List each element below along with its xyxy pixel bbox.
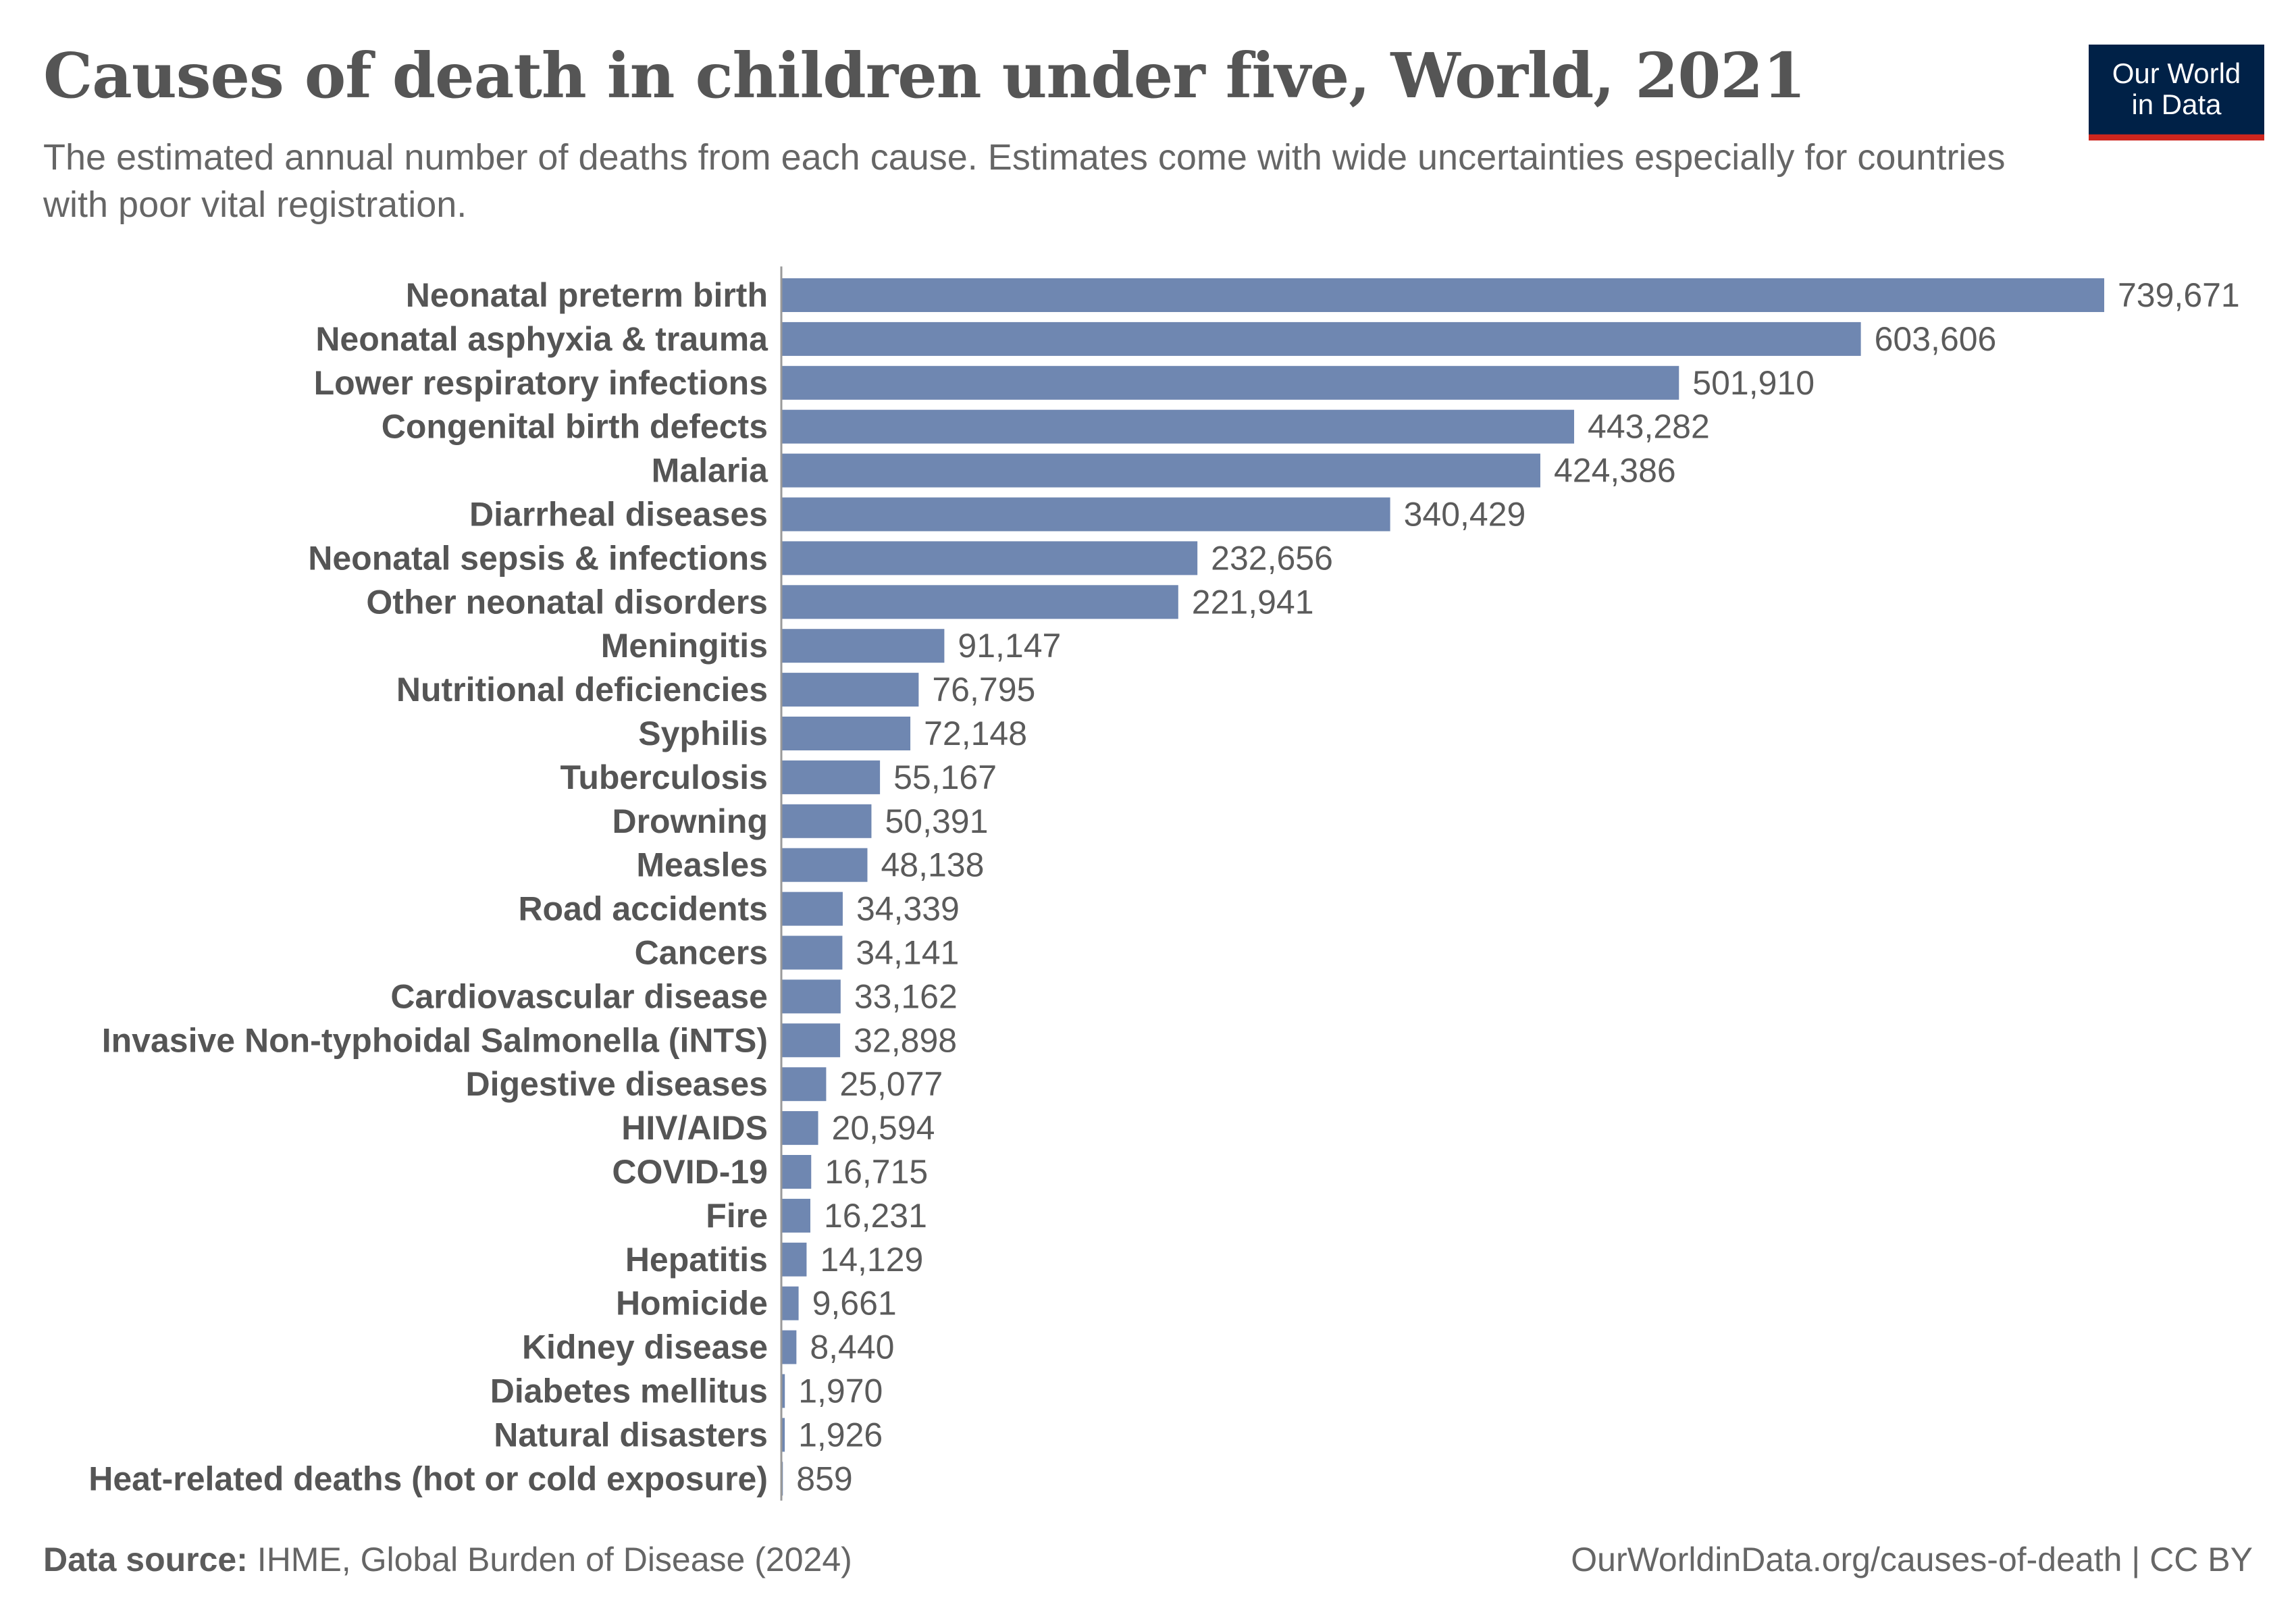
- category-label: HIV/AIDS: [621, 1109, 768, 1147]
- value-label: 9,661: [812, 1285, 897, 1322]
- category-label: Neonatal asphyxia & trauma: [315, 320, 768, 358]
- category-label: Diabetes mellitus: [490, 1372, 768, 1410]
- logo-line-1: Our World: [2112, 57, 2241, 89]
- chart-title: Causes of death in children under five, …: [43, 39, 1806, 112]
- value-label: 859: [796, 1460, 852, 1497]
- value-label: 16,231: [824, 1197, 927, 1235]
- value-label: 1,970: [798, 1372, 883, 1410]
- value-label: 739,671: [2118, 276, 2240, 314]
- bar[interactable]: [781, 717, 911, 750]
- category-label: Neonatal preterm birth: [406, 276, 768, 314]
- category-label: Homicide: [616, 1285, 768, 1322]
- value-label: 8,440: [810, 1329, 894, 1366]
- value-label: 443,282: [1588, 408, 1710, 446]
- value-label: 34,339: [856, 890, 960, 928]
- category-label: Fire: [706, 1197, 768, 1235]
- category-label: Cancers: [635, 934, 768, 972]
- value-label: 20,594: [832, 1109, 935, 1147]
- bar-chart: Neonatal preterm birth 739,671 Neonatal as…: [88, 266, 2240, 1501]
- category-label: Road accidents: [518, 890, 768, 928]
- data-source: Data source: IHME, Global Burden of Dise…: [43, 1540, 852, 1579]
- value-label: 72,148: [924, 715, 1027, 752]
- bar[interactable]: [781, 804, 872, 838]
- data-source-label: Data source:: [43, 1541, 248, 1578]
- category-label: Neonatal sepsis & infections: [308, 539, 768, 577]
- category-label: Natural disasters: [494, 1416, 768, 1453]
- bar[interactable]: [781, 453, 1540, 488]
- category-label: Hepatitis: [625, 1241, 768, 1279]
- category-label: Measles: [636, 846, 768, 884]
- category-label: Cardiovascular disease: [390, 977, 768, 1015]
- value-label: 1,926: [798, 1416, 883, 1453]
- category-label: Digestive diseases: [466, 1065, 768, 1103]
- bar[interactable]: [781, 1111, 818, 1146]
- value-label: 50,391: [885, 802, 988, 840]
- data-source-text: IHME, Global Burden of Disease (2024): [257, 1541, 852, 1578]
- category-label: Drowning: [612, 802, 768, 840]
- value-label: 48,138: [881, 846, 984, 884]
- category-label: Diarrheal diseases: [469, 496, 768, 534]
- category-label: Heat-related deaths (hot or cold exposur…: [88, 1460, 768, 1497]
- value-label: 603,606: [1875, 320, 1997, 358]
- bar[interactable]: [781, 1374, 785, 1408]
- value-label: 76,795: [932, 671, 1035, 709]
- bar[interactable]: [781, 673, 919, 707]
- value-label: 32,898: [854, 1021, 957, 1059]
- bar[interactable]: [781, 1242, 807, 1277]
- category-label: Other neonatal disorders: [366, 583, 768, 621]
- bar[interactable]: [781, 541, 1198, 575]
- category-label: Syphilis: [638, 715, 768, 752]
- value-label: 14,129: [820, 1241, 923, 1279]
- bar[interactable]: [781, 892, 843, 926]
- bar[interactable]: [781, 1286, 799, 1320]
- bar[interactable]: [781, 365, 1679, 400]
- category-label: Meningitis: [601, 627, 768, 665]
- category-label: Tuberculosis: [560, 758, 768, 796]
- value-label: 221,941: [1192, 583, 1314, 621]
- bar[interactable]: [781, 1067, 827, 1102]
- value-label: 340,429: [1404, 496, 1526, 534]
- bar[interactable]: [781, 585, 1178, 619]
- bar[interactable]: [781, 278, 2104, 312]
- value-label: 501,910: [1692, 364, 1815, 402]
- value-label: 55,167: [893, 758, 997, 796]
- category-label: Kidney disease: [522, 1329, 768, 1366]
- value-label: 232,656: [1211, 539, 1333, 577]
- value-label: 91,147: [958, 627, 1061, 665]
- value-label: 424,386: [1554, 452, 1676, 490]
- bar[interactable]: [781, 321, 1861, 356]
- owid-logo[interactable]: Our World in Data: [2089, 45, 2264, 140]
- category-label: COVID-19: [612, 1153, 768, 1191]
- value-label: 34,141: [856, 934, 959, 972]
- bar[interactable]: [781, 409, 1575, 444]
- category-label: Malaria: [652, 452, 769, 490]
- bar[interactable]: [781, 935, 843, 970]
- bar[interactable]: [781, 1418, 785, 1452]
- bar[interactable]: [781, 760, 881, 794]
- bar[interactable]: [781, 497, 1390, 532]
- bar[interactable]: [781, 1198, 810, 1233]
- value-label: 16,715: [825, 1153, 928, 1191]
- category-label: Lower respiratory infections: [314, 364, 768, 402]
- logo-line-2: in Data: [2131, 88, 2222, 120]
- bar[interactable]: [781, 629, 945, 663]
- category-label: Nutritional deficiencies: [396, 671, 768, 709]
- chart-subtitle: The estimated annual number of deaths fr…: [43, 137, 2006, 225]
- category-label: Invasive Non-typhoidal Salmonella (iNTS): [102, 1021, 768, 1059]
- credit-link[interactable]: OurWorldinData.org/causes-of-death | CC …: [1571, 1541, 2253, 1578]
- category-label: Congenital birth defects: [382, 408, 768, 446]
- bar[interactable]: [781, 979, 841, 1014]
- bar[interactable]: [781, 1330, 797, 1364]
- bar[interactable]: [781, 1155, 812, 1189]
- bar[interactable]: [781, 848, 868, 882]
- value-label: 33,162: [854, 977, 958, 1015]
- bar[interactable]: [781, 1023, 841, 1058]
- value-label: 25,077: [839, 1065, 943, 1103]
